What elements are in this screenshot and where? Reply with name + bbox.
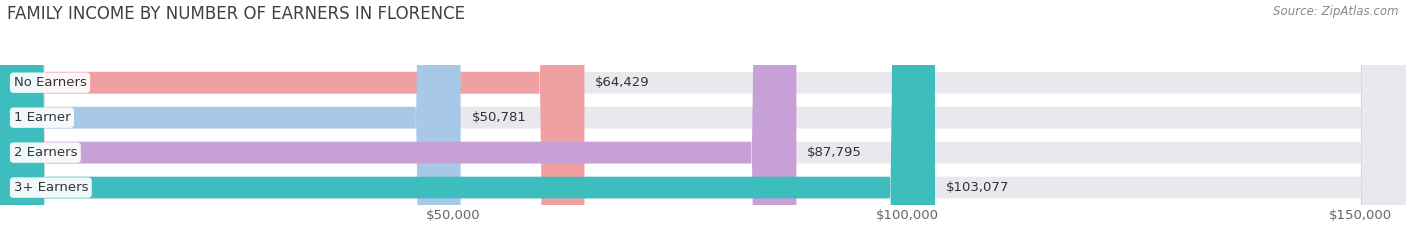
Text: $103,077: $103,077 [946, 181, 1010, 194]
Text: 3+ Earners: 3+ Earners [14, 181, 89, 194]
FancyBboxPatch shape [0, 0, 796, 233]
Text: Source: ZipAtlas.com: Source: ZipAtlas.com [1274, 5, 1399, 18]
Text: $50,781: $50,781 [471, 111, 526, 124]
Text: 1 Earner: 1 Earner [14, 111, 70, 124]
FancyBboxPatch shape [0, 0, 935, 233]
Text: $64,429: $64,429 [595, 76, 650, 89]
Text: FAMILY INCOME BY NUMBER OF EARNERS IN FLORENCE: FAMILY INCOME BY NUMBER OF EARNERS IN FL… [7, 5, 465, 23]
FancyBboxPatch shape [0, 0, 461, 233]
FancyBboxPatch shape [0, 0, 585, 233]
Text: $87,795: $87,795 [807, 146, 862, 159]
Text: No Earners: No Earners [14, 76, 87, 89]
Text: 2 Earners: 2 Earners [14, 146, 77, 159]
